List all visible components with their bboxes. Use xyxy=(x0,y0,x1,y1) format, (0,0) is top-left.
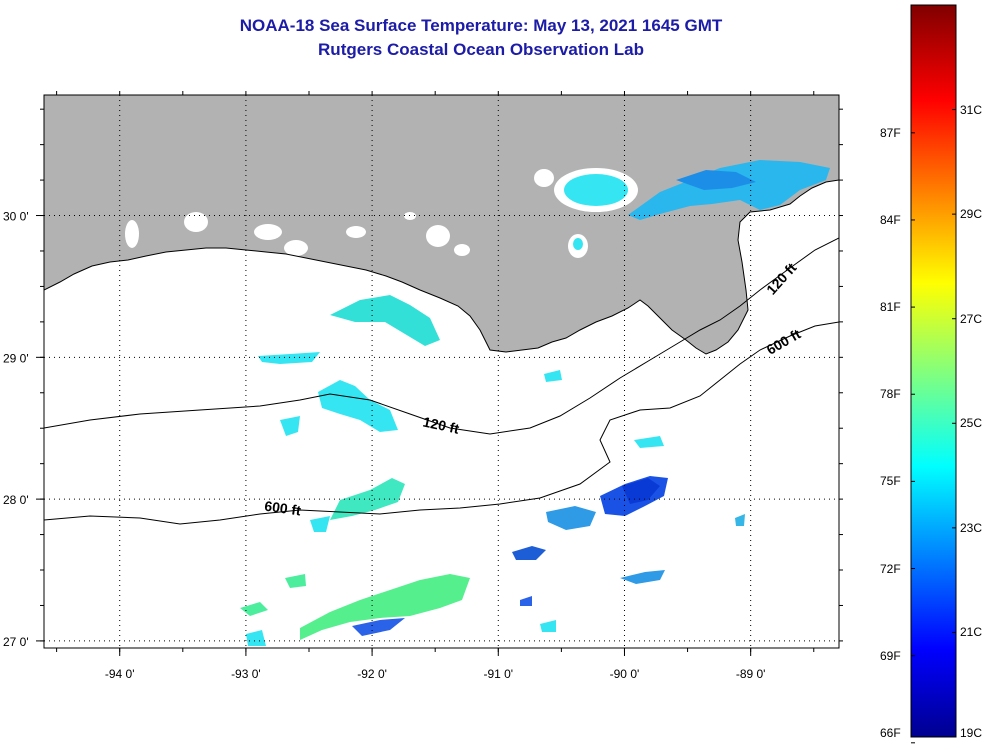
colorbar-celsius-label: 19C xyxy=(960,726,983,740)
land-mass xyxy=(44,95,839,354)
coastline xyxy=(44,179,839,355)
colorbar-fahrenheit-label: 78F xyxy=(880,387,901,402)
colorbar-fahrenheit-label: 75F xyxy=(880,474,901,489)
colorbar-fahrenheit-label: 84F xyxy=(880,212,901,227)
x-tick-label: -90 0' xyxy=(610,667,640,681)
map-ticks xyxy=(36,91,843,656)
contour-label: 600 ft xyxy=(263,498,302,519)
y-tick-label: 27 0' xyxy=(3,635,29,649)
colorbar-fahrenheit-label: 66F xyxy=(880,726,901,740)
map-frame xyxy=(43,94,840,649)
y-tick-label: 28 0' xyxy=(3,493,29,507)
contour-label: 120 ft xyxy=(421,413,460,436)
y-tick-label: 30 0' xyxy=(3,210,29,224)
colorbar-celsius-label: 27C xyxy=(960,311,983,326)
map-tick-labels: -94 0' -93 0' -92 0' -91 0' -90 0' -89 0' 30 0… xyxy=(3,210,765,681)
map-subtitle: Rutgers Coastal Ocean Observation Lab xyxy=(318,40,644,59)
colorbar-celsius-label: 23C xyxy=(960,520,983,535)
contour-label: 600 ft xyxy=(764,325,804,357)
colorbar-celsius-label: 29C xyxy=(960,207,983,222)
colorbar-celsius-label: 31C xyxy=(960,102,983,117)
colorbar xyxy=(910,4,957,738)
colorbar-ticks xyxy=(911,109,956,744)
x-tick-label: -89 0' xyxy=(736,667,766,681)
colorbar-fahrenheit-label: 81F xyxy=(880,300,901,315)
colorbar-fahrenheit-label: 87F xyxy=(880,125,901,140)
sst-data-layer xyxy=(240,160,830,646)
y-tick-label: 29 0' xyxy=(3,351,29,365)
bathymetry-contours xyxy=(44,237,839,525)
colorbar-celsius-label: 21C xyxy=(960,625,983,640)
colorbar-fahrenheit-label: 69F xyxy=(880,648,901,663)
colorbar-fahrenheit-label: 72F xyxy=(880,561,901,576)
map-title: NOAA-18 Sea Surface Temperature: May 13,… xyxy=(239,16,723,35)
x-tick-label: -91 0' xyxy=(483,667,513,681)
x-tick-label: -92 0' xyxy=(357,667,387,681)
map-gridlines xyxy=(44,95,839,648)
x-tick-label: -94 0' xyxy=(105,667,135,681)
x-tick-label: -93 0' xyxy=(231,667,261,681)
colorbar-celsius-label: 25C xyxy=(960,416,983,431)
